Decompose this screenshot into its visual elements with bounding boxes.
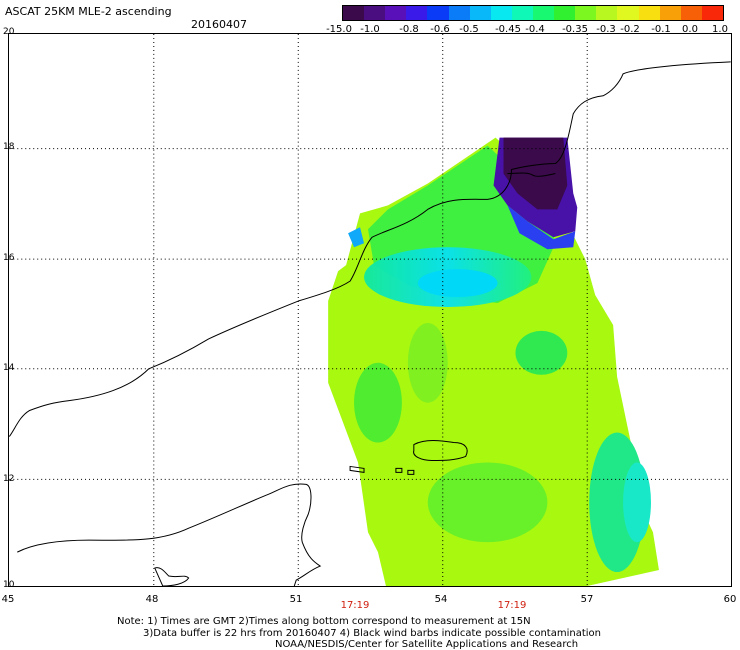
longitude-label: 54 [434,594,448,605]
latitude-label: 20 [3,27,15,37]
longitude-label: 48 [145,594,159,605]
scale-label: 0.0 [682,24,698,35]
longitude-label: 45 [1,594,15,605]
scale-label: -0.4 [525,24,545,35]
product-title: ASCAT 25KM MLE-2 ascending [5,5,172,18]
scale-label: -0.45 [495,24,521,35]
scale-label: -1.0 [360,24,380,35]
overpass-time: 17:19 [340,600,370,611]
color-scale-swatch [427,6,449,20]
color-scale-swatch [680,6,702,20]
color-scale-swatch [385,6,407,20]
color-scale-swatch [448,6,470,20]
latitude-label: 12 [3,474,15,484]
color-scale-swatch [469,6,491,20]
scale-label: -0.1 [651,24,671,35]
color-scale-swatch [490,6,512,20]
scatterometer-swath [328,137,659,586]
scale-label: -0.5 [459,24,479,35]
note-line-2: 3)Data buffer is 22 hrs from 20160407 4)… [143,628,601,639]
latitude-label: 16 [3,253,15,263]
color-scale-swatch [554,6,576,20]
color-scale-swatch [511,6,533,20]
product-date: 20160407 [191,18,247,31]
longitude-label: 51 [289,594,303,605]
latitude-label: 14 [3,363,15,373]
latitude-label: 10 [3,580,15,590]
longitude-label: 57 [580,594,594,605]
latitude-label: 18 [3,142,15,152]
color-scale-swatch [406,6,428,20]
color-scale-swatch [575,6,597,20]
note-line-1: Note: 1) Times are GMT 2)Times along bot… [117,616,531,627]
scale-label: -0.8 [399,24,419,35]
color-scale-swatch [343,6,365,20]
overpass-time: 17:19 [497,600,527,611]
scale-label: 1.0 [712,24,728,35]
credit-line: NOAA/NESDIS/Center for Satellite Applica… [275,639,579,650]
color-scale-swatch [701,6,723,20]
coastline [9,61,731,586]
scale-label: -0.3 [596,24,616,35]
graticule [9,34,731,586]
wind-map [8,33,732,587]
color-scale-swatch [596,6,618,20]
scale-label: -0.6 [430,24,450,35]
scale-label: -0.35 [562,24,588,35]
color-scale-swatch [364,6,386,20]
longitude-label: 60 [723,594,737,605]
color-scale-swatch [617,6,639,20]
color-scale-swatch [638,6,660,20]
color-scale-swatch [532,6,555,20]
scale-label: -0.2 [620,24,640,35]
color-scale-bar [342,5,724,21]
color-scale-swatch [659,6,681,20]
scale-label: -15.0 [326,24,352,35]
